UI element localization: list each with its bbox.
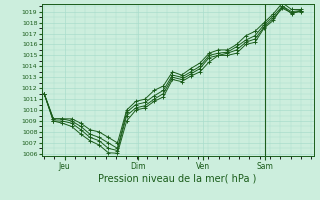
X-axis label: Pression niveau de la mer( hPa ): Pression niveau de la mer( hPa ) [99,173,257,183]
